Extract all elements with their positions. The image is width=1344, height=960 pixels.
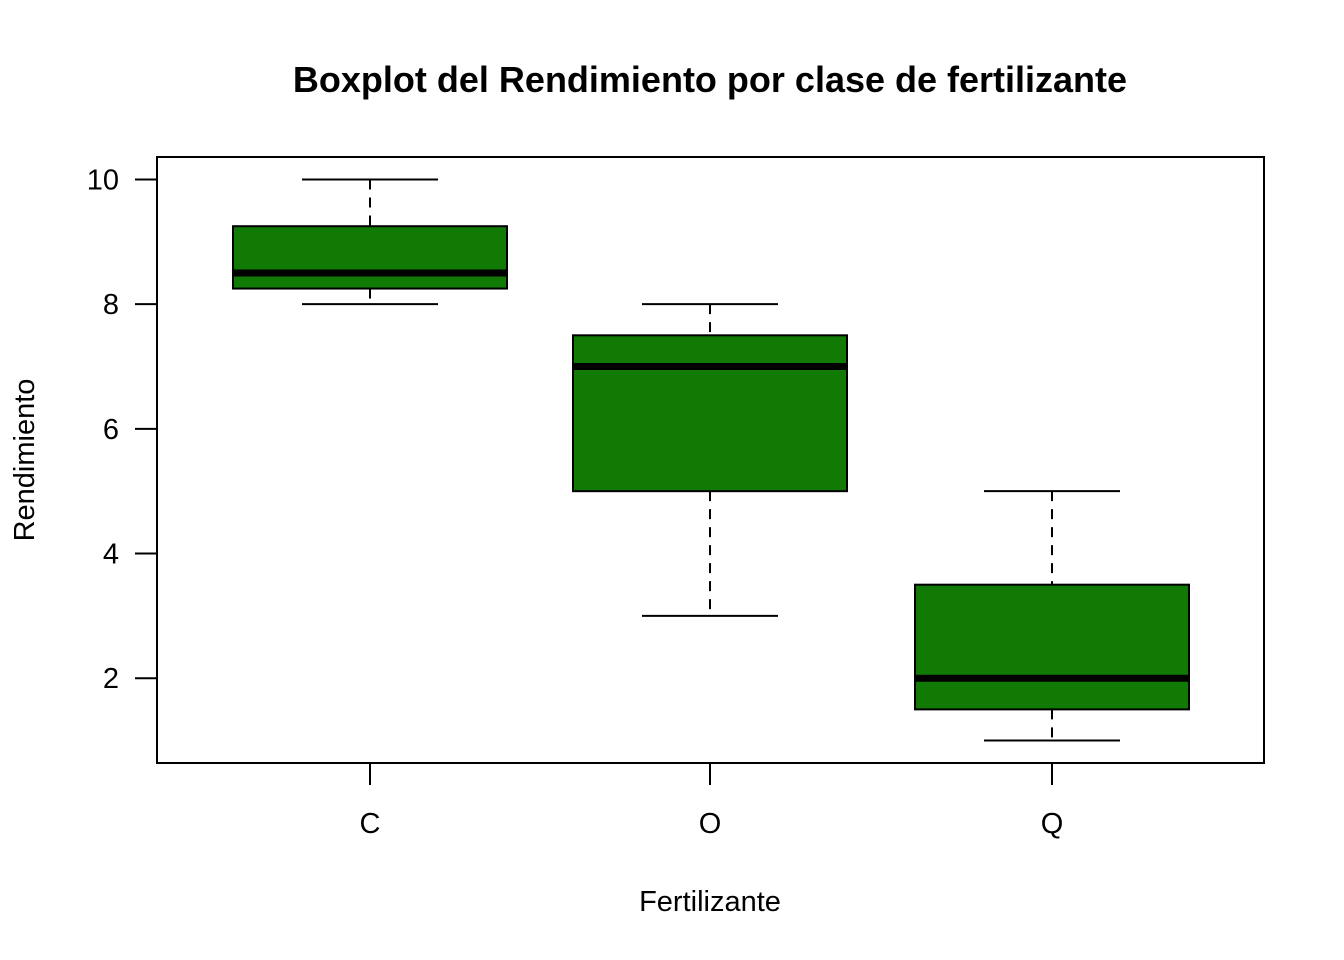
box-iqr bbox=[232, 225, 508, 290]
boxes-group bbox=[232, 178, 1190, 742]
y-tick-label: 2 bbox=[103, 663, 119, 695]
y-tick-label: 6 bbox=[103, 414, 119, 446]
box-iqr bbox=[572, 334, 848, 493]
box-Q bbox=[914, 490, 1190, 742]
y-tick-label: 8 bbox=[103, 289, 119, 321]
box-O bbox=[572, 303, 848, 617]
y-axis-label: Rendimiento bbox=[9, 379, 41, 542]
x-tick-label: Q bbox=[1041, 808, 1064, 840]
chart-title: Boxplot del Rendimiento por clase de fer… bbox=[293, 59, 1127, 100]
y-tick-label: 4 bbox=[103, 539, 119, 571]
box-C bbox=[232, 178, 508, 306]
x-tick-label: C bbox=[360, 808, 381, 840]
box-iqr bbox=[914, 583, 1190, 711]
x-axis-label: Fertilizante bbox=[639, 886, 781, 918]
y-tick-label: 10 bbox=[87, 164, 119, 196]
y-axis: 2 4 6 8 10 bbox=[87, 164, 158, 695]
x-tick-label: O bbox=[699, 808, 722, 840]
